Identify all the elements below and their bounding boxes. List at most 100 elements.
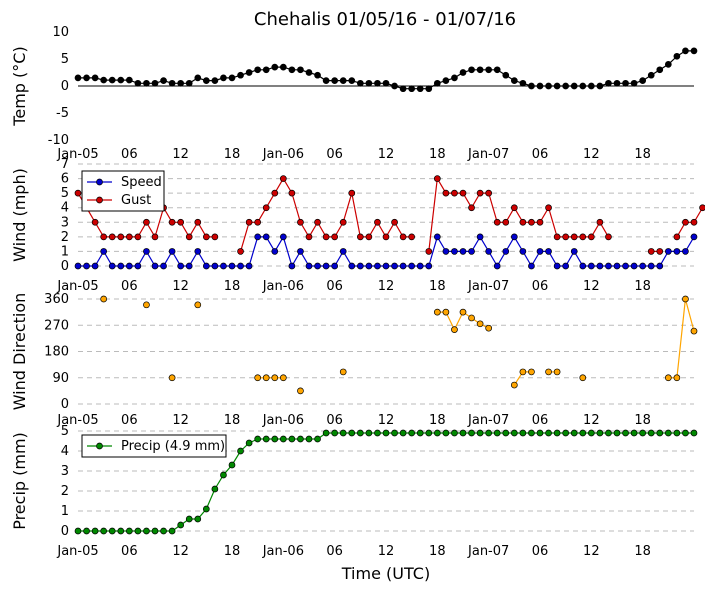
temp-series-0-point (656, 66, 664, 74)
precip-series-0-point (587, 429, 595, 437)
wind-x-tick-label: 18 (634, 279, 651, 294)
precip-series-0-point (416, 429, 424, 437)
wind-series-0-point (459, 248, 467, 255)
wind-series-1-point (322, 233, 330, 241)
wind-series-0-point (528, 262, 535, 270)
winddir-x-tick-label: Jan-05 (56, 413, 98, 428)
temp-series-0-point (83, 74, 90, 82)
precip-y-tick-label: 1 (61, 504, 69, 519)
wind-series-1-point (271, 189, 279, 197)
wind-series-1-point (237, 248, 244, 255)
precip-x-tick-label: 18 (634, 544, 651, 559)
wind-series-0-point (579, 262, 587, 270)
wind-series-1-point (425, 248, 433, 255)
wind-series-1-point (100, 233, 108, 241)
chart-title: Chehalis 01/05/16 - 01/07/16 (254, 9, 516, 30)
temp-series-0-point (433, 79, 441, 87)
winddir-y-tick-label: 90 (52, 371, 69, 386)
temp-series-0-point (220, 74, 227, 82)
winddir-y-tick-label: 270 (44, 318, 69, 333)
wind-series-1-point (382, 233, 390, 241)
wind-series-0-point (605, 262, 612, 270)
wind-series-0-point (673, 248, 681, 255)
winddir-series-0-point (485, 324, 493, 332)
precip-y-tick-label: 5 (61, 424, 69, 439)
wind-y-tick-label: 7 (61, 157, 69, 172)
temp-series-0-point (476, 66, 484, 74)
wind-series-1-point (433, 175, 441, 182)
wind-series-1-point (519, 218, 527, 226)
wind-x-tick-label: Jan-06 (262, 279, 304, 294)
winddir-series-0-point (528, 368, 535, 376)
temp-series-0-point (74, 74, 82, 82)
wind-series-0-point (553, 262, 561, 270)
wind-series-0-point (408, 262, 416, 270)
precip-series-0-point (185, 515, 193, 523)
temp-series-0-point (382, 79, 390, 87)
winddir-panel: 0 90 180 270 360 Wind Direction Jan-05 06 12 18 Ja… (10, 292, 698, 428)
wind-series-1-point (108, 233, 116, 241)
wind-y-tick-label: 3 (61, 215, 69, 230)
wind-series-0-point (254, 233, 262, 241)
precip-series-0-point (314, 435, 321, 443)
temp-series-0-point (391, 82, 398, 90)
precip-x-tick-label: Jan-07 (467, 544, 509, 559)
wind-series-1-point (365, 233, 373, 241)
precip-series-0-point (656, 429, 664, 437)
wind-series-1-point (459, 189, 467, 197)
wind-series-0-point (690, 233, 698, 241)
wind-series-1-point (74, 189, 82, 197)
temp-series-0-point (545, 82, 552, 90)
winddir-series-0-point (682, 295, 689, 303)
wind-series-1-point (202, 233, 210, 241)
wind-x-tick-label: 12 (378, 279, 395, 294)
wind-series-1-point (442, 189, 450, 197)
winddir-series-0-point (519, 368, 527, 376)
wind-series-0-point (519, 248, 527, 255)
wind-x-tick-label: Jan-05 (56, 279, 98, 294)
wind-series-0-point (194, 248, 202, 255)
wind-y-tick-label: 6 (61, 172, 69, 187)
temp-series-0-point (288, 66, 296, 74)
wind-y-tick-label: 0 (61, 259, 69, 274)
wind-series-0-point (391, 262, 398, 270)
wind-x-tick-label: 12 (172, 279, 189, 294)
wind-legend-label: Gust (121, 193, 151, 208)
temp-series-0-point (493, 66, 501, 74)
wind-series-0-point (100, 248, 108, 255)
precip-series-0-point (570, 429, 578, 437)
wind-series-1-point (562, 233, 570, 241)
wind-series-0-point (374, 262, 381, 270)
precip-series-0-point (228, 461, 236, 469)
wind-series-0-point (125, 262, 133, 270)
wind-series-0-point (331, 262, 339, 270)
precip-series-0-point (143, 527, 150, 535)
precip-y-tick-label: 2 (61, 484, 69, 499)
wind-series-1-point (451, 189, 458, 197)
precip-series-0-point (331, 429, 339, 437)
wind-series-1-point (690, 218, 698, 226)
temp-series-0-point (416, 85, 424, 93)
wind-series-0-point (365, 262, 373, 270)
precip-x-tick-label: 06 (326, 544, 343, 559)
temp-series-0-point (605, 79, 612, 87)
wind-series-1-point (528, 218, 535, 226)
temp-series-0-point (202, 77, 210, 84)
winddir-x-tick-label: 06 (121, 413, 138, 428)
temp-y-tick-label: 10 (52, 25, 69, 40)
winddir-x-tick-label: 18 (429, 413, 446, 428)
temp-series-0-point (271, 63, 279, 71)
winddir-series-0-point (451, 326, 458, 333)
precip-series-0-point (442, 429, 450, 437)
precip-series-0-point (91, 527, 99, 535)
wind-series-1-point (485, 189, 493, 197)
wind-series-0-point (639, 262, 647, 270)
wind-series-1-point (356, 233, 364, 241)
wind-series-1-point (194, 218, 202, 226)
wind-series-1-point (254, 218, 262, 226)
temp-series-0-point (177, 79, 185, 87)
precip-series-0-point (279, 435, 287, 443)
wind-series-1-point (699, 204, 705, 212)
precip-series-0-point (125, 527, 133, 535)
wind-series-1-point (468, 204, 475, 212)
